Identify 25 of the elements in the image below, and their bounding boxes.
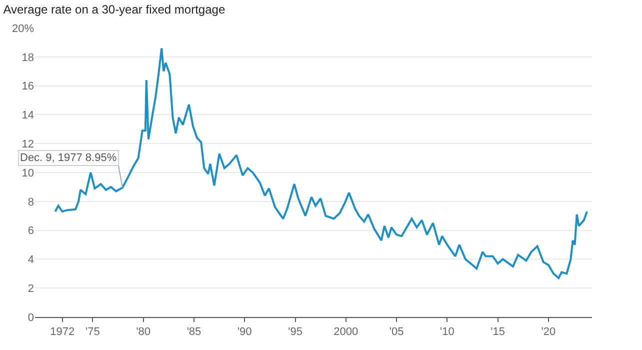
x-tick-label: '20	[541, 326, 556, 338]
x-tick-label: '95	[288, 326, 302, 338]
x-tick-label: 2000	[334, 326, 358, 338]
x-tick-label: '80	[136, 326, 151, 338]
annotation: Dec. 9, 1977 8.95%	[20, 152, 117, 164]
x-tick-label: '75	[86, 326, 100, 338]
y-tick-label: 8	[28, 196, 34, 208]
x-tick-label: 1972	[50, 326, 75, 338]
y-tick-label: 18	[22, 52, 34, 64]
y-tick-label: 6	[28, 225, 34, 238]
y-tick-label: 16	[22, 80, 34, 93]
chart-title: Average rate on a 30-year fixed mortgage	[3, 2, 226, 17]
y-tick-label: 0	[28, 312, 34, 324]
x-tick-label: '15	[490, 326, 505, 338]
y-tick-label: 20%	[12, 22, 34, 35]
y-tick-label: 10	[22, 167, 34, 180]
x-tick-label: '90	[237, 326, 252, 338]
y-tick-label: 2	[28, 282, 34, 295]
x-tick-label: '85	[186, 326, 202, 338]
y-tick-label: 12	[22, 138, 34, 150]
y-tick-label: 14	[22, 110, 34, 122]
x-tick-label: '05	[389, 326, 404, 338]
x-tick-label: '10	[440, 326, 454, 338]
y-tick-label: 4	[28, 254, 34, 266]
line-series	[54, 47, 588, 279]
